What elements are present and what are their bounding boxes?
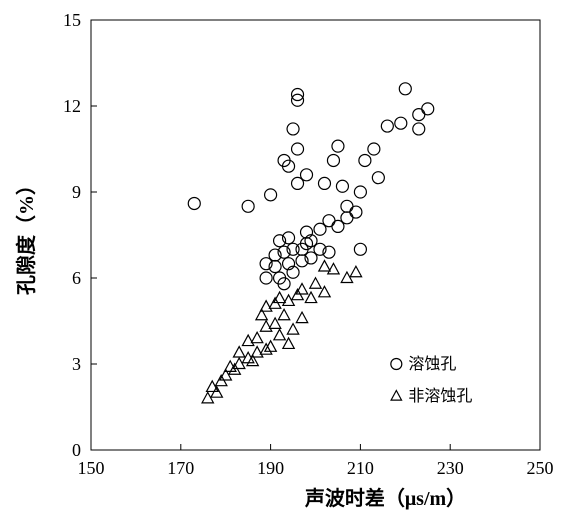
y-tick-label: 6 [72,268,81,288]
y-tick-label: 12 [63,96,81,116]
y-tick-label: 0 [72,440,81,460]
x-tick-label: 170 [167,458,194,478]
y-tick-label: 15 [63,10,81,30]
y-tick-label: 3 [72,354,81,374]
x-axis-title: 声波时差（μs/m） [304,486,466,510]
x-tick-label: 150 [78,458,105,478]
x-tick-label: 190 [257,458,284,478]
chart-container: 150 170 190 210 230 250 0 3 6 9 12 15 声波时差（μs/m） 孔隙度（… [0,0,569,515]
scatter-chart: 150 170 190 210 230 250 0 3 6 9 12 15 声波时差（μs/m） 孔隙度（… [0,0,569,515]
x-tick-label: 230 [437,458,464,478]
x-tick-label: 210 [347,458,374,478]
legend-label: 溶蚀孔 [408,355,456,373]
y-tick-label: 9 [72,182,81,202]
legend-label: 非溶蚀孔 [408,387,472,405]
x-tick-label: 250 [527,458,554,478]
y-axis-title: 孔隙度（%） [14,175,38,295]
